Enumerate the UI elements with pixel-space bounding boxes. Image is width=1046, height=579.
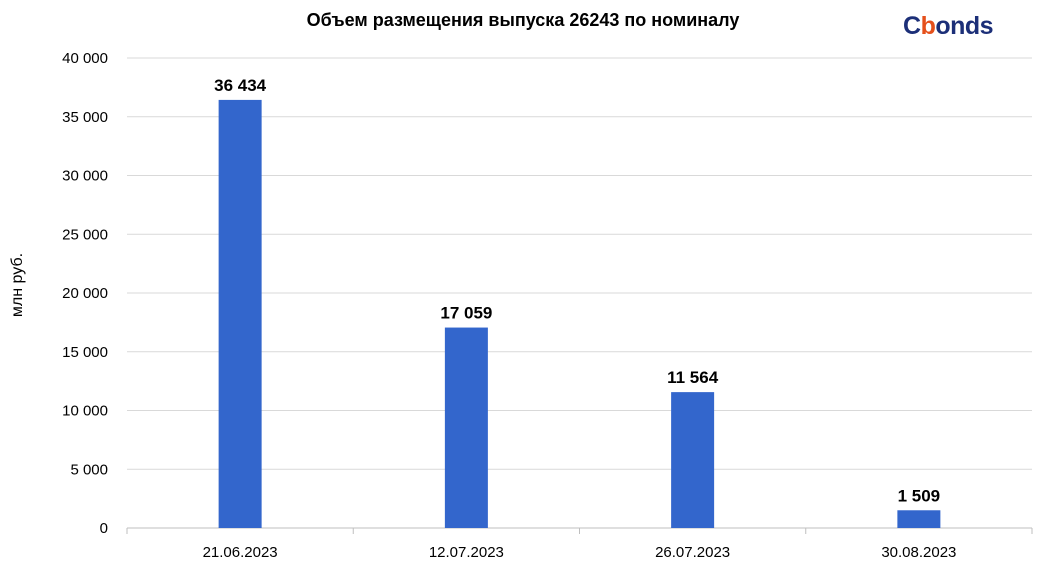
data-label: 17 059: [440, 304, 492, 323]
bar: [444, 327, 488, 528]
bar: [218, 99, 262, 528]
y-tick-label: 25 000: [62, 226, 108, 243]
x-tick-label: 21.06.2023: [203, 544, 278, 561]
y-tick-label: 5 000: [70, 461, 108, 478]
data-label: 36 434: [214, 76, 267, 95]
x-tick-label: 30.08.2023: [881, 544, 956, 561]
y-tick-label: 20 000: [62, 285, 108, 302]
y-tick-label: 10 000: [62, 403, 108, 420]
x-tick-label: 26.07.2023: [655, 544, 730, 561]
y-tick-label: 0: [100, 520, 108, 537]
y-tick-label: 35 000: [62, 109, 108, 126]
data-label: 1 509: [898, 486, 941, 505]
y-tick-label: 40 000: [62, 50, 108, 67]
data-label: 11 564: [667, 368, 719, 387]
chart-title: Объем размещения выпуска 26243 по номина…: [306, 10, 740, 30]
x-tick-label: 12.07.2023: [429, 544, 504, 561]
bar: [897, 510, 941, 528]
y-tick-label: 30 000: [62, 168, 108, 185]
y-tick-label: 15 000: [62, 344, 108, 361]
bar: [671, 392, 715, 528]
cbonds-logo: Cbonds: [903, 12, 994, 40]
